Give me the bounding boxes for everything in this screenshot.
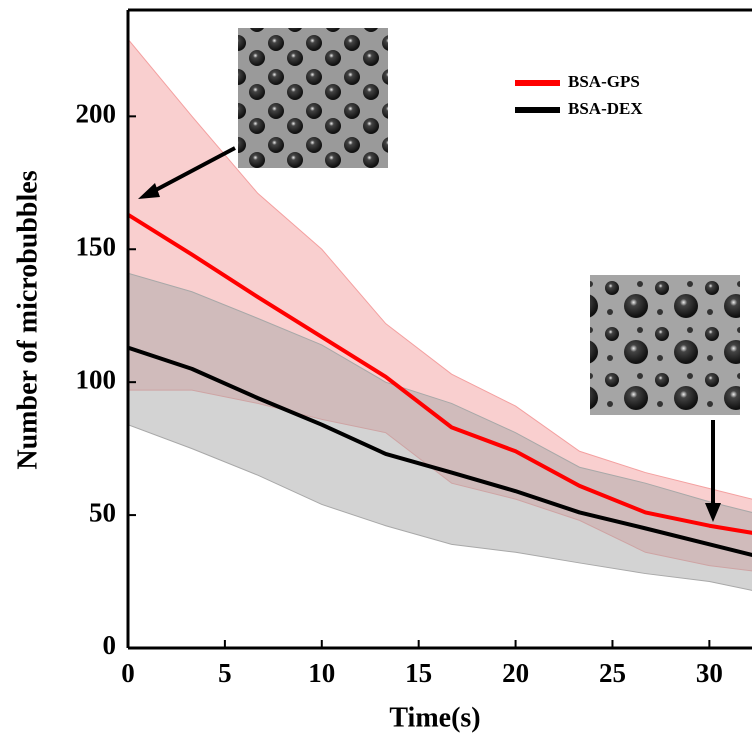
x-tick-label: 15 [405,658,432,688]
plot-area [128,38,752,591]
x-tick-label: 10 [308,658,335,688]
x-axis-label: Time(s) [389,702,480,733]
arrow [138,146,721,522]
x-tick-label: 30 [696,658,723,688]
y-tick-label: 200 [76,99,117,129]
legend-label: BSA-GPS [568,72,640,91]
y-tick-label: 150 [76,231,117,261]
x-tick-label: 0 [121,658,135,688]
micrograph [238,28,388,168]
y-axis-label: Number of microbubbles [12,170,43,469]
x-tick-label: 5 [218,658,232,688]
x-tick-label: 20 [502,658,529,688]
micrograph [590,275,740,415]
y-tick-label: 100 [76,364,117,394]
y-tick-label: 50 [89,497,116,527]
legend-label: BSA-DEX [568,99,643,118]
series-line [128,212,752,535]
x-tick-label: 25 [599,658,626,688]
series-line [128,345,752,558]
y-tick-label: 0 [103,630,117,660]
confidence-band [128,272,752,591]
